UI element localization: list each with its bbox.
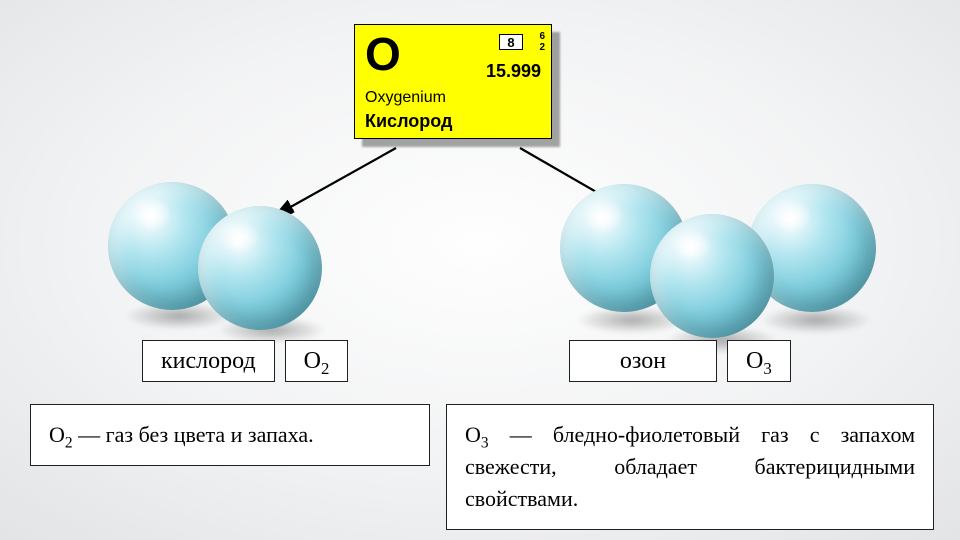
o3-description-box: O3 — бледно-фиолетовый газ с запахом све… (446, 404, 934, 530)
o2-label-row: кислород O2 (142, 340, 348, 382)
shell-2: 2 (539, 42, 545, 53)
o3-formula-box: O3 (727, 340, 791, 382)
card-face: O 15.999 8 6 2 Oxygenium Кислород (354, 24, 552, 139)
o2-description-box: O2 — газ без цвета и запаха. (30, 404, 430, 466)
o2-formula: O2 (304, 348, 330, 375)
o2-name-box: кислород (142, 340, 275, 382)
atom-sphere (198, 206, 322, 330)
atomic-mass: 15.999 (486, 61, 541, 82)
atom-sphere (650, 214, 774, 338)
atomic-number: 8 (499, 34, 523, 50)
diagram-canvas: O 15.999 8 6 2 Oxygenium Кислород кислор… (0, 0, 960, 540)
element-symbol: O (365, 27, 401, 81)
o2-description: O2 — газ без цвета и запаха. (49, 422, 314, 447)
arrow-left-line (278, 148, 396, 214)
o2-name: кислород (161, 348, 256, 375)
o3-name-box: озон (569, 340, 717, 382)
periodic-element-card: O 15.999 8 6 2 Oxygenium Кислород (354, 24, 552, 139)
o3-formula: O3 (746, 348, 772, 375)
element-latin-name: Oxygenium (365, 89, 446, 107)
element-russian-name: Кислород (365, 111, 452, 132)
o3-name: озон (620, 348, 666, 375)
shell-1: 6 (539, 31, 545, 42)
electron-shells: 6 2 (539, 32, 545, 53)
o3-description: O3 — бледно-фиолетовый газ с запахом све… (465, 422, 915, 511)
o3-label-row: озон O3 (569, 340, 791, 382)
o2-formula-box: O2 (285, 340, 349, 382)
